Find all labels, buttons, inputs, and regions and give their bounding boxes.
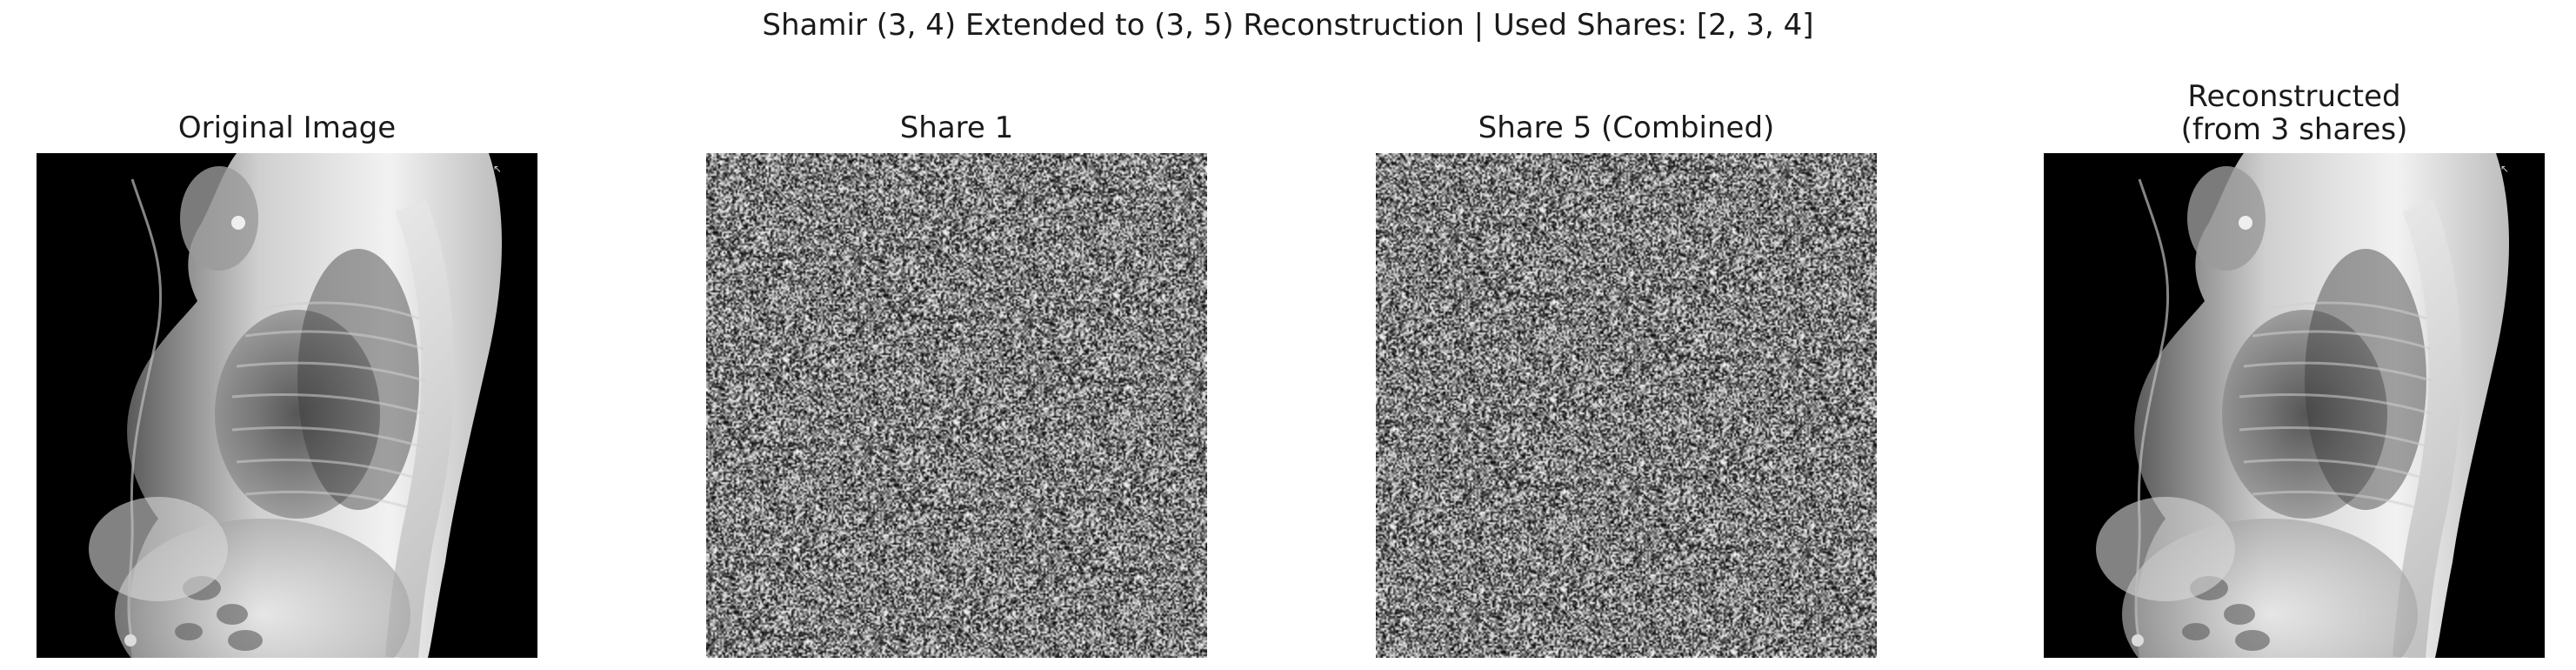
figure-suptitle: Shamir (3, 4) Extended to (3, 5) Reconst… bbox=[762, 8, 1814, 43]
share-5-noise-image bbox=[1376, 153, 1877, 658]
original-image-panel: ↖ bbox=[37, 153, 537, 658]
panel-title-reconstructed: Reconstructed (from 3 shares) bbox=[2180, 79, 2408, 147]
reconstructed-xray-image: ↖ bbox=[2044, 153, 2545, 658]
share-1-noise-image bbox=[706, 153, 1207, 658]
reconstructed-image-panel: ↖ bbox=[2044, 153, 2545, 658]
panel-title-share-5: Share 5 (Combined) bbox=[1478, 111, 1775, 145]
svg-text:↖: ↖ bbox=[2500, 163, 2509, 175]
panel-title-share-1: Share 1 bbox=[899, 111, 1014, 145]
share-1-panel bbox=[706, 153, 1207, 658]
svg-text:↖: ↖ bbox=[493, 163, 502, 175]
share-5-panel bbox=[1376, 153, 1877, 658]
original-xray-image: ↖ bbox=[37, 153, 537, 658]
panel-title-original: Original Image bbox=[177, 111, 397, 145]
